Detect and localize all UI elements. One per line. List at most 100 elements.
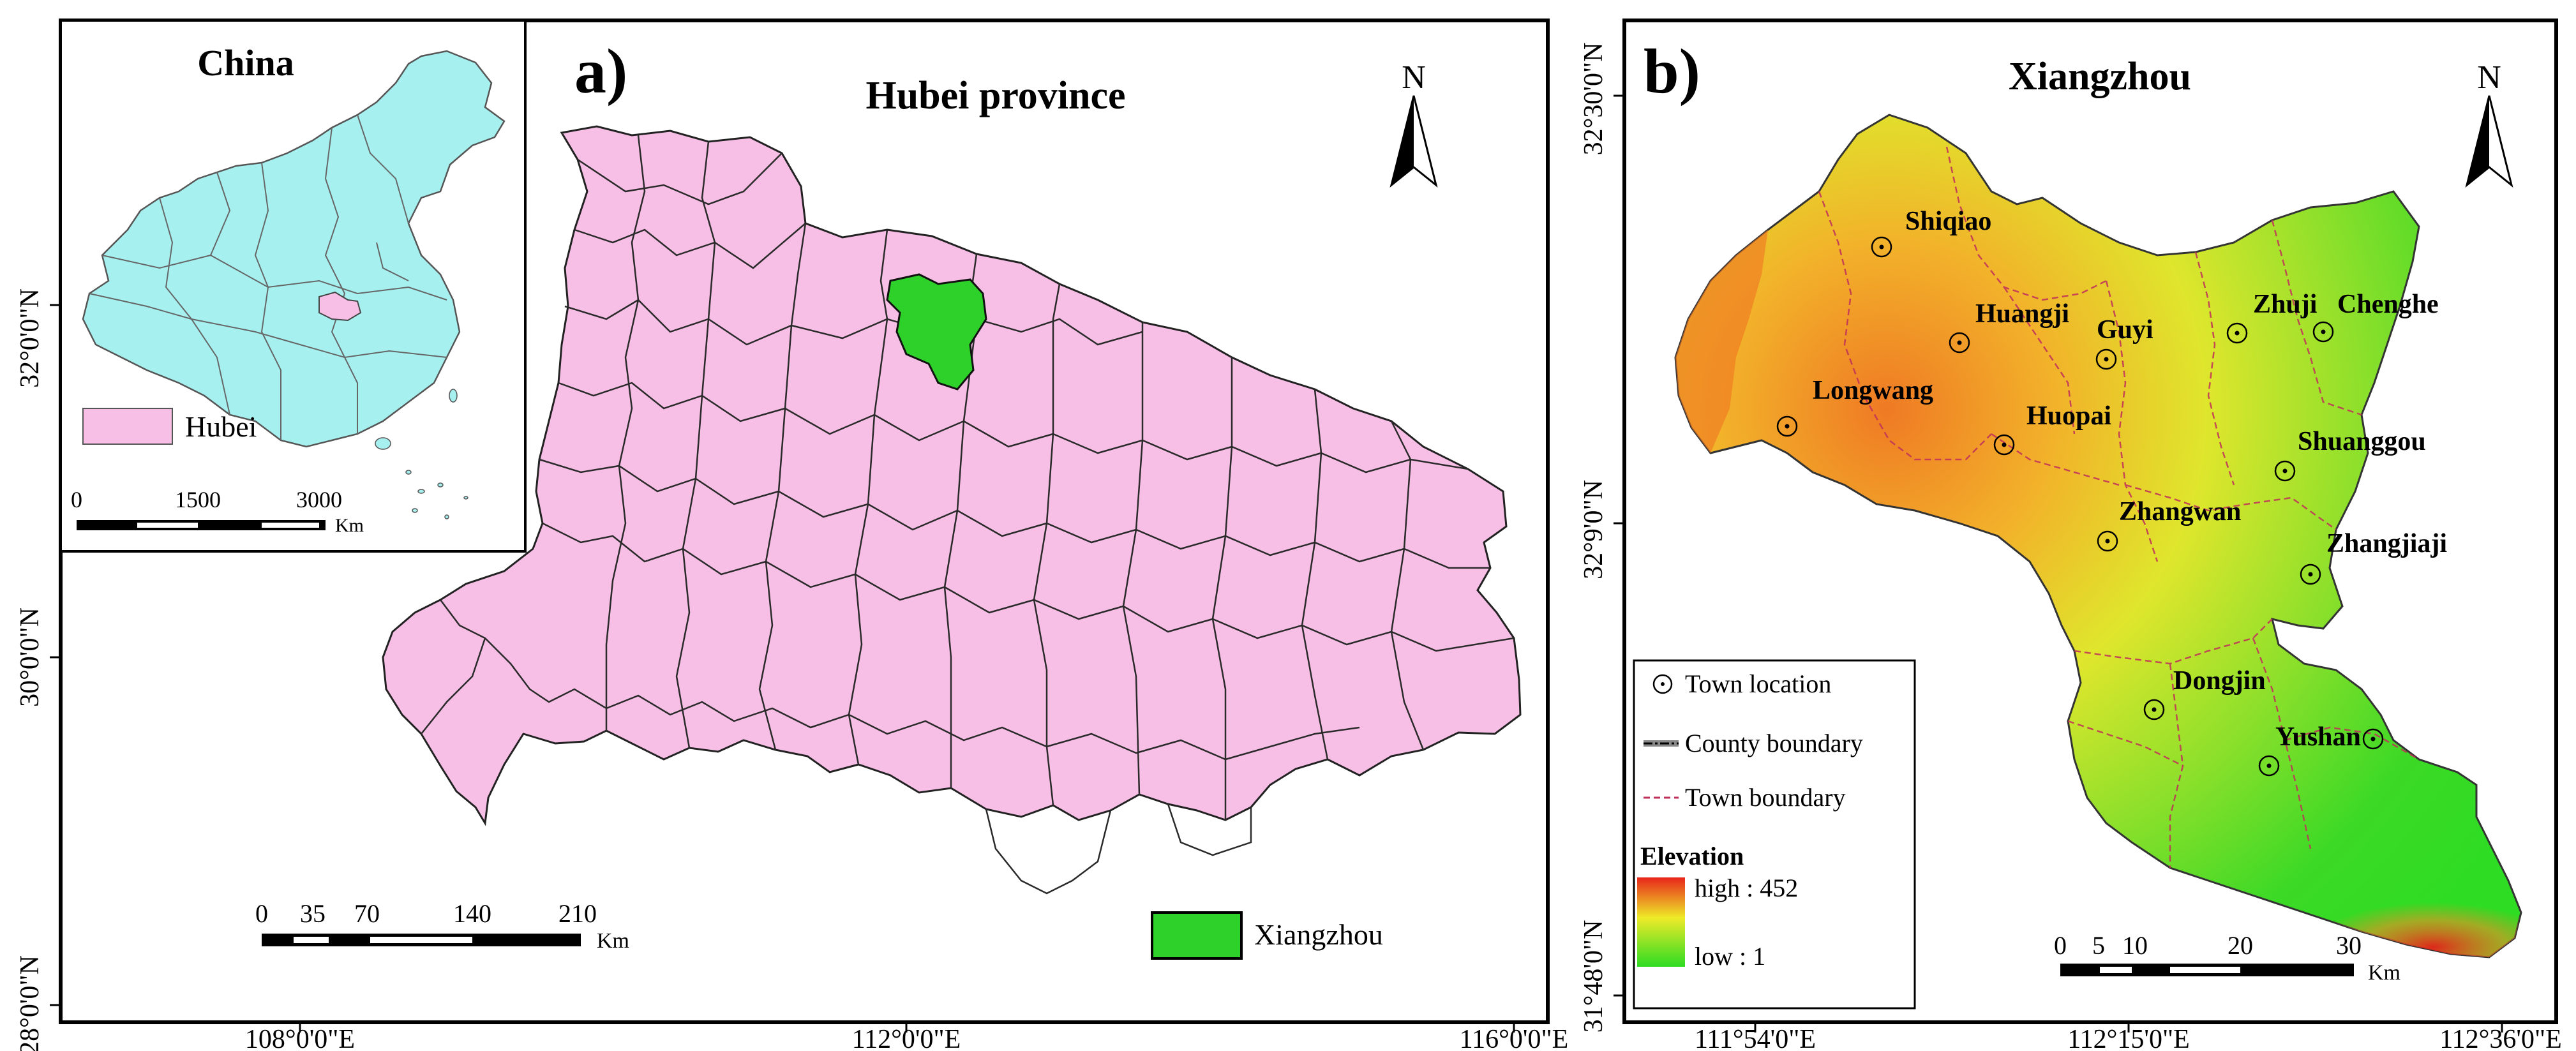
inset-scale-unit: Km (335, 515, 364, 536)
town-location-icon (1949, 332, 1970, 354)
scale-b-num-1: 5 (2092, 931, 2105, 960)
town-shuanggou: Shuanggou (2274, 427, 2426, 482)
legend-elevation-title: Elevation (1640, 842, 1744, 870)
town-label: Dongjin (2173, 666, 2266, 696)
town-location-icon (2097, 530, 2118, 552)
panel-a-title: Hubei province (865, 74, 1125, 117)
town-zhangwan: Zhangwan (2097, 497, 2241, 552)
panel-b-label: b) (1644, 36, 1700, 107)
lon-label-a-2: 116°0'0"E (1460, 1025, 1569, 1051)
lon-label-b-1: 112°15'0"E (2067, 1025, 2190, 1051)
town-label: Zhangwan (2119, 497, 2241, 526)
town-location-icon (2143, 699, 2165, 720)
scale-b-num-3: 20 (2228, 931, 2253, 960)
panel-b-scale-bar: 0 5 10 20 30 Km (2054, 931, 2400, 985)
scale-a-unit: Km (597, 929, 629, 953)
inset-legend-label: Hubei (185, 410, 257, 443)
north-arrow-a-letter: N (1402, 59, 1426, 96)
scale-b-num-4: 30 (2336, 931, 2362, 960)
town-dot (1957, 340, 1962, 345)
lat-label-b-2: 31°48'0"N (1579, 920, 1608, 1033)
inset-scale-num-2: 3000 (296, 487, 342, 512)
town-dot (2235, 331, 2240, 336)
town-yushan: Yushan (2258, 722, 2361, 777)
scale-b-unit: Km (2368, 961, 2400, 985)
town-location-icon (2274, 460, 2296, 482)
inset-scale-num-1: 1500 (175, 487, 221, 512)
legend-elevation-ramp (1637, 877, 1685, 967)
legend-town-location: Town location (1685, 669, 1831, 698)
north-arrow-b-letter: N (2477, 59, 2501, 96)
town-dot (2282, 468, 2288, 473)
panel-a-legend: Xiangzhou (1151, 911, 1383, 960)
town-label: Shuanggou (2298, 427, 2426, 456)
town-location-icon (2312, 321, 2334, 343)
xiangzhou-elevation-map (1674, 114, 2522, 958)
scale-a-num-0: 0 (255, 899, 268, 928)
town-label: Huopai (2026, 401, 2111, 431)
xiangzhou-west-high (1675, 230, 1768, 453)
town-location-icon (2095, 348, 2117, 370)
panel-a: 32°0'0"N 30°0'0"N 28°0'0"N 108°0'0"E 112… (15, 19, 1568, 1051)
town-label: Longwang (1813, 376, 1933, 405)
town-dot (2266, 763, 2272, 768)
lon-label-a-0: 108°0'0"E (245, 1025, 355, 1051)
lat-label-b-1: 32°9'0"N (1579, 480, 1608, 579)
panel-b-title: Xiangzhou (2009, 55, 2191, 98)
hubei-county-boundaries (421, 135, 1515, 895)
panel-a-scale-bar: 0 35 70 140 210 Km (255, 899, 629, 953)
town-label: Yushan (2275, 722, 2361, 752)
town-dot (2152, 707, 2157, 712)
inset-scale-num-0: 0 (71, 487, 82, 512)
lon-label-b-0: 111°54'0"E (1695, 1025, 1816, 1051)
town-location-icon (2362, 728, 2384, 750)
town-dot (2104, 357, 2109, 362)
town-huopai: Huopai (1993, 401, 2111, 456)
panel-b: 32°30'0"N 32°9'0"N 31°48'0"N 111°54'0"E … (1579, 19, 2562, 1051)
xiangzhou-south-high (2170, 830, 2521, 957)
town-label: Shiqiao (1905, 207, 1991, 236)
town-location-icon (2300, 563, 2321, 585)
inset-hubei-shape (318, 291, 362, 322)
scale-a-num-2: 70 (354, 899, 380, 928)
town-label: Zhangjiaji (2326, 529, 2447, 558)
hubei-map (382, 125, 1522, 895)
scale-b-num-2: 10 (2122, 931, 2148, 960)
lat-label-a-1: 30°0'0"N (15, 607, 45, 707)
town-label: Huangji (1975, 299, 2069, 329)
panel-a-label: a) (574, 36, 627, 107)
lat-label-b-0: 32°30'0"N (1579, 43, 1608, 156)
town-boundaries (1818, 146, 2420, 868)
town-location-icon (2258, 755, 2280, 777)
china-inset: China Hubei 0 1500 3000 Km (59, 19, 527, 553)
lon-label-b-2: 112°36'0"E (2439, 1025, 2562, 1051)
town-longwang: Longwang (1776, 376, 1933, 437)
panel-a-lat-axis: 32°0'0"N 30°0'0"N 28°0'0"N (15, 288, 61, 1051)
town-location-icon (1871, 236, 1892, 258)
town-dot (1785, 424, 1790, 429)
panel-b-lat-axis: 32°30'0"N 32°9'0"N 31°48'0"N (1579, 43, 1624, 1033)
town-location-icon (1776, 415, 1798, 437)
inset-title: China (197, 42, 294, 84)
north-arrow-b: N (2465, 59, 2513, 188)
town-dongjin: Dongjin (2143, 666, 2266, 720)
china-province-lines (89, 114, 447, 440)
scale-a-num-3: 140 (453, 899, 491, 928)
china-country-shape (82, 50, 505, 448)
legend-county-boundary: County boundary (1685, 729, 1863, 757)
town-dot (2370, 736, 2376, 742)
legend-xiangzhou-swatch (1151, 911, 1243, 960)
scale-b-num-0: 0 (2054, 931, 2067, 960)
town-guyi: Guyi (2095, 315, 2153, 370)
town-markers: Shiqiao Huangji Guyi Zhuji Chenghe Longwang Hu… (1776, 207, 2447, 777)
town-label: Chenghe (2337, 290, 2439, 319)
scale-a-num-1: 35 (300, 899, 326, 928)
town-label: Guyi (2097, 315, 2153, 345)
north-arrow-a: N (1389, 59, 1438, 188)
legend-xiangzhou-label: Xiangzhou (1254, 918, 1383, 951)
town-dot (2105, 539, 2110, 544)
town-zhangjiaji: Zhangjiaji (2300, 529, 2447, 585)
scale-a-num-4: 210 (558, 899, 597, 928)
panel-a-lon-axis: 108°0'0"E 112°0'0"E 116°0'0"E (245, 1022, 1568, 1051)
